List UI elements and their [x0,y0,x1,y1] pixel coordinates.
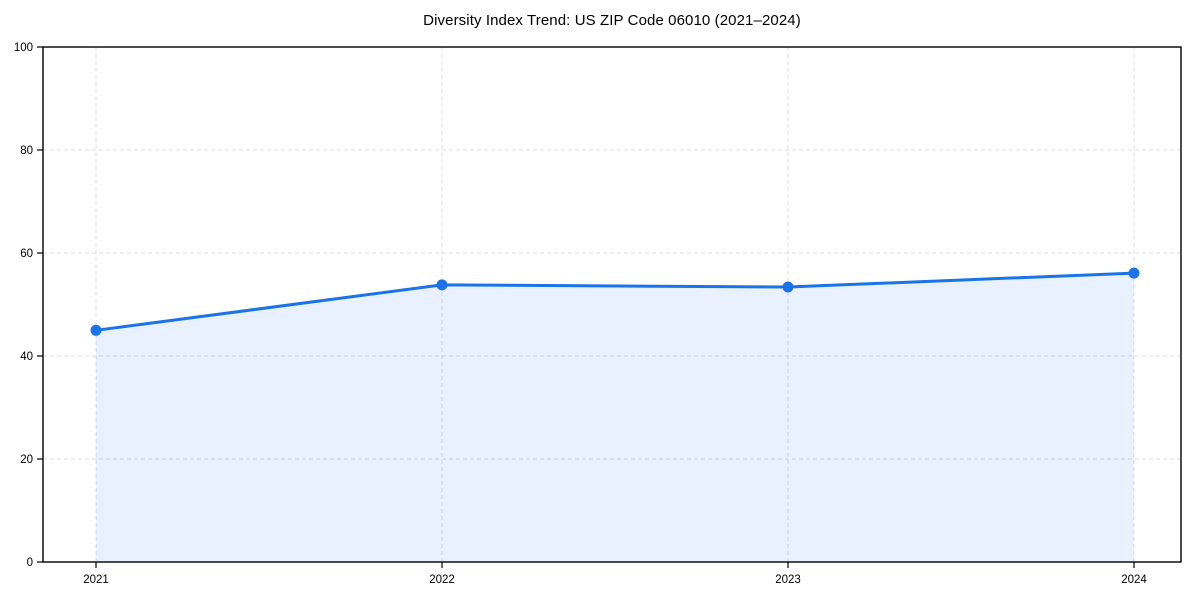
trend-line [94,271,1136,332]
y-tick-label: 40 [20,351,33,363]
data-points [90,267,1140,336]
x-tick-label: 2024 [1121,574,1147,586]
chart-title: Diversity Index Trend: US ZIP Code 06010… [423,12,801,29]
data-point-2024 [1128,267,1140,279]
data-point-2023 [782,281,794,293]
tick-marks [37,46,1135,568]
x-tick-label: 2022 [429,574,455,586]
y-tick-label: 60 [20,248,33,260]
y-tick-label: 0 [27,557,33,569]
y-tick-label: 100 [14,42,33,54]
area-fill [96,273,1134,562]
y-tick-label: 80 [20,145,33,157]
x-tick-label: 2021 [83,574,109,586]
plot-border [42,46,1182,563]
gridlines [43,47,1181,562]
tick-labels: 0 20 40 60 80 100 2021 2022 2023 2024 [14,42,1148,586]
data-point-2022 [436,279,448,291]
y-tick-label: 20 [20,454,33,466]
data-point-2021 [90,324,102,336]
x-tick-label: 2023 [775,574,801,586]
